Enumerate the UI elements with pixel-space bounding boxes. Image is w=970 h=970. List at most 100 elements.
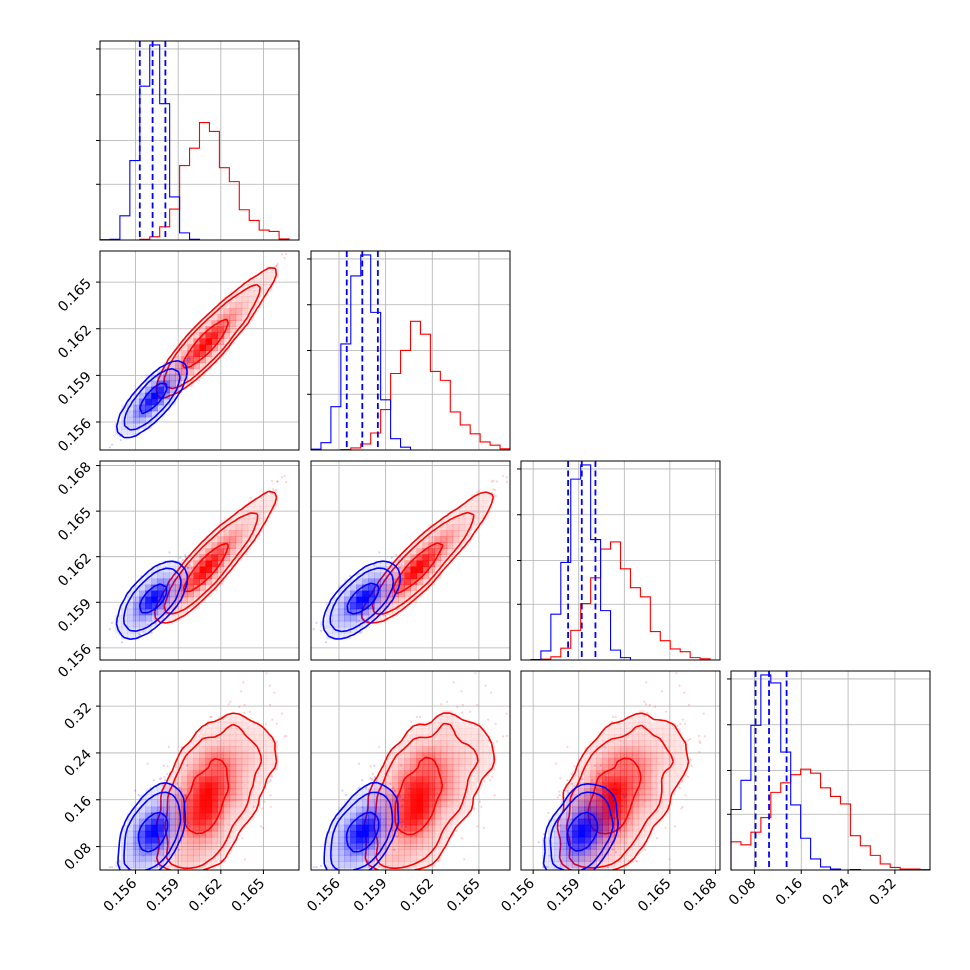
density-cell-red: [247, 284, 255, 291]
scatter-point-red: [698, 734, 701, 737]
density-cell-blue: [163, 398, 170, 406]
density-cell-red: [169, 578, 176, 586]
density-cell-red: [416, 584, 424, 592]
density-cell-blue: [368, 584, 375, 592]
density-cell-red: [416, 848, 424, 856]
density-cell-red: [656, 812, 664, 820]
density-cell-blue: [332, 836, 339, 844]
scatter-point-red: [460, 690, 463, 693]
density-cell-blue: [362, 602, 369, 610]
density-cell-blue: [145, 398, 152, 406]
scatter-point-blue: [182, 835, 185, 838]
density-cell-red: [626, 794, 634, 802]
density-cell-blue: [368, 608, 375, 616]
scatter-point-red: [283, 256, 286, 260]
density-cell-red: [608, 770, 615, 778]
density-cell-blue: [596, 818, 603, 826]
density-cell-red: [446, 800, 454, 808]
density-cell-blue: [368, 614, 375, 622]
density-cell-blue: [175, 596, 182, 604]
scatter-point-blue: [319, 629, 323, 632]
density-cell-red: [169, 854, 176, 862]
density-cell-blue: [139, 800, 146, 808]
scatter-point-red: [415, 715, 419, 719]
density-cell-red: [590, 782, 597, 790]
density-cell-red: [452, 518, 460, 525]
density-cell-blue: [356, 614, 363, 622]
density-cell-red: [253, 734, 261, 741]
density-cell-red: [428, 566, 436, 574]
y-tick-label: 0.08: [61, 840, 94, 873]
density-cell-red: [632, 800, 640, 808]
density-cell-red: [193, 800, 200, 808]
density-cell-red: [211, 578, 219, 586]
density-cell-red: [205, 782, 213, 790]
density-cell-red: [386, 566, 393, 574]
density-cell-red: [470, 728, 478, 735]
scatter-point-red: [275, 480, 279, 483]
density-cell-red: [181, 770, 188, 778]
density-cell-red: [440, 770, 448, 778]
scatter-point-red: [243, 858, 246, 861]
density-cell-red: [259, 506, 267, 513]
density-cell-blue: [157, 386, 164, 394]
density-cell-red: [163, 362, 170, 370]
density-cell-red: [614, 806, 621, 814]
density-cell-red: [247, 536, 255, 543]
density-cell-red: [199, 836, 207, 844]
density-cell-red: [416, 854, 424, 862]
density-cell-blue: [332, 614, 339, 622]
density-cell-blue: [368, 830, 375, 838]
density-cell-blue: [566, 806, 573, 814]
density-cell-blue: [602, 848, 609, 856]
scatter-point-red: [558, 790, 561, 793]
density-cell-red: [428, 530, 436, 537]
density-cell-blue: [344, 632, 351, 640]
density-cell-red: [181, 344, 188, 351]
density-cell-red: [217, 728, 225, 735]
density-cell-red: [434, 836, 442, 844]
density-cell-blue: [548, 860, 555, 868]
scatter-point-red: [689, 758, 693, 761]
density-cell-blue: [380, 806, 387, 814]
density-cell-red: [241, 284, 249, 291]
scatter-point-red: [455, 829, 458, 832]
density-cell-blue: [151, 578, 158, 586]
density-cell-red: [199, 338, 207, 345]
scatter-point-red: [280, 253, 284, 256]
scatter-point-blue: [614, 850, 617, 854]
density-cell-blue: [344, 848, 351, 856]
density-cell-red: [632, 722, 640, 729]
scatter-point-red: [668, 858, 671, 861]
density-cell-blue: [350, 812, 357, 820]
scatter-point-blue: [401, 804, 404, 807]
density-cell-red: [674, 764, 682, 771]
density-cell-red: [446, 734, 454, 741]
scatter-point-blue: [566, 789, 569, 792]
density-cell-red: [662, 752, 670, 759]
density-cell-blue: [350, 608, 357, 616]
density-cell-red: [566, 788, 573, 796]
density-cell-red: [434, 818, 442, 826]
scatter-point-red: [698, 750, 701, 754]
density-cell-red: [157, 860, 164, 868]
density-cell-blue: [356, 602, 363, 610]
density-cell-red: [416, 566, 424, 574]
density-cell-blue: [350, 602, 357, 610]
density-cell-blue: [584, 812, 591, 820]
scatter-point-red: [369, 765, 372, 768]
density-cell-red: [566, 860, 573, 868]
density-cell-red: [434, 830, 442, 838]
scatter-point-red: [437, 860, 440, 863]
density-cell-red: [608, 794, 615, 802]
density-cell-red: [422, 578, 430, 586]
density-cell-red: [620, 764, 628, 771]
density-cell-blue: [163, 818, 170, 826]
density-cell-blue: [157, 410, 164, 418]
density-cell-red: [434, 554, 442, 561]
density-cell-red: [464, 770, 472, 778]
density-cell-red: [229, 530, 237, 537]
density-cell-red: [181, 746, 188, 753]
x-tick-label: 0.156: [101, 875, 141, 915]
density-cell-red: [422, 770, 430, 778]
